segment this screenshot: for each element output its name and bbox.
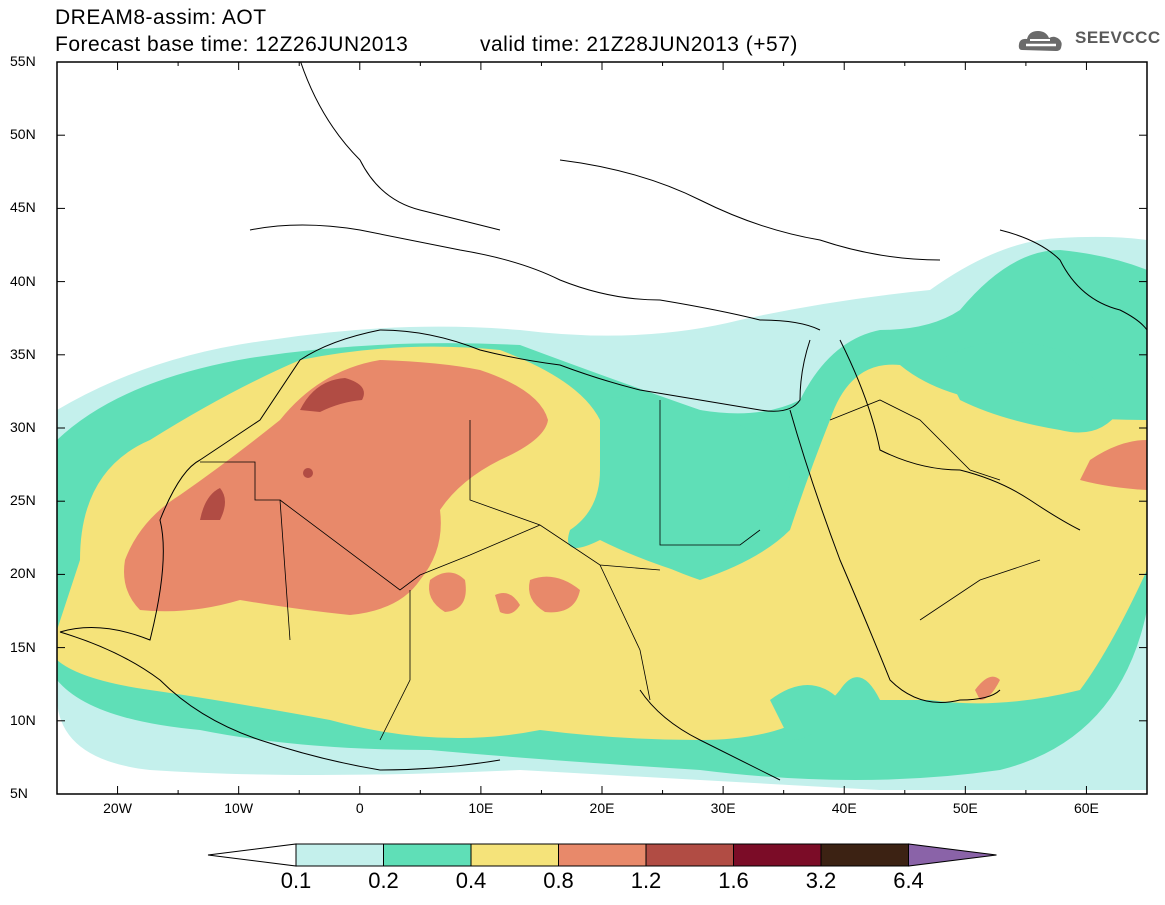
colorbar-label: 6.4 [893, 868, 924, 893]
lon-label: 20W [103, 800, 132, 816]
lon-label: 10W [224, 800, 254, 816]
lon-label: 10E [468, 800, 494, 816]
map-title: DREAM8-assim: AOT [55, 6, 267, 29]
colorbar [207, 843, 997, 867]
colorbar-under-arrow [207, 843, 297, 867]
aot-0.8-1.2-blob-somalia [975, 676, 1000, 700]
aot-0.2-0.4-patch-arabia [940, 342, 1120, 433]
lat-label: 50N [10, 126, 36, 143]
colorbar-swatch [470, 843, 559, 867]
aot-0.8-1.2-region [124, 360, 548, 615]
colorbar-swatch [645, 843, 734, 867]
lon-label: 30E [710, 800, 736, 816]
aot-1.2-1.6-patch-morocco [300, 378, 364, 412]
logo-text: SEEVCCC [1075, 28, 1161, 47]
valid-time: valid time: 21Z28JUN2013 (+57) [480, 33, 798, 56]
lat-label: 30N [10, 419, 36, 435]
country-borders [200, 399, 1041, 741]
aot-0.8-1.2-blob-chad [529, 576, 580, 613]
aot-1.2-1.6-patch-sahara [200, 488, 225, 520]
aot-contours [57, 236, 1147, 790]
colorbar-swatch [295, 843, 384, 867]
colorbar-label: 1.6 [718, 868, 749, 893]
aot-0.2-0.4-patch-ethiopia [770, 685, 840, 740]
lat-label: 35N [10, 345, 36, 362]
lat-label: 5N [10, 785, 28, 801]
aot-1.2-1.6-dot [303, 468, 313, 478]
lat-label: 55N [10, 53, 36, 69]
lon-label: 40E [831, 800, 857, 816]
lon-label: 60E [1073, 800, 1099, 816]
lat-label: 10N [10, 711, 36, 728]
colorbar-label: 3.2 [805, 868, 837, 893]
colorbar-swatch [820, 843, 909, 867]
forecast-base-time: Forecast base time: 12Z26JUN2013 [55, 33, 409, 56]
lon-label: 0 [355, 800, 364, 816]
aot-0.8-1.2-blob-niger [429, 572, 466, 612]
lat-label: 45N [10, 199, 36, 216]
colorbar-label: 0.8 [543, 868, 574, 893]
axis-ticks [56, 61, 1148, 795]
lat-label: 25N [10, 492, 36, 509]
colorbar-swatch [733, 843, 822, 867]
colorbar-swatch [558, 843, 647, 867]
lat-label: 15N [10, 638, 36, 655]
colorbar-label: 0.1 [280, 868, 312, 893]
aot-0.2-0.4-patch-libya [568, 396, 790, 575]
colorbar-swatch [383, 843, 472, 867]
aot-0.8-1.2-blob-iran [1080, 440, 1147, 490]
colorbar-over-arrow [908, 843, 997, 867]
colorbar-label: 0.2 [368, 868, 399, 893]
lon-label: 20E [589, 800, 615, 816]
lon-label: 50E [952, 800, 978, 816]
cloud-icon [1018, 31, 1062, 51]
lat-label: 20N [10, 565, 36, 582]
colorbar-label: 1.2 [630, 868, 662, 893]
coastlines [59, 62, 1147, 781]
colorbar-label: 0.4 [455, 868, 487, 893]
lat-label: 40N [10, 272, 36, 289]
aot-0.8-1.2-blob-chad2 [495, 592, 520, 614]
